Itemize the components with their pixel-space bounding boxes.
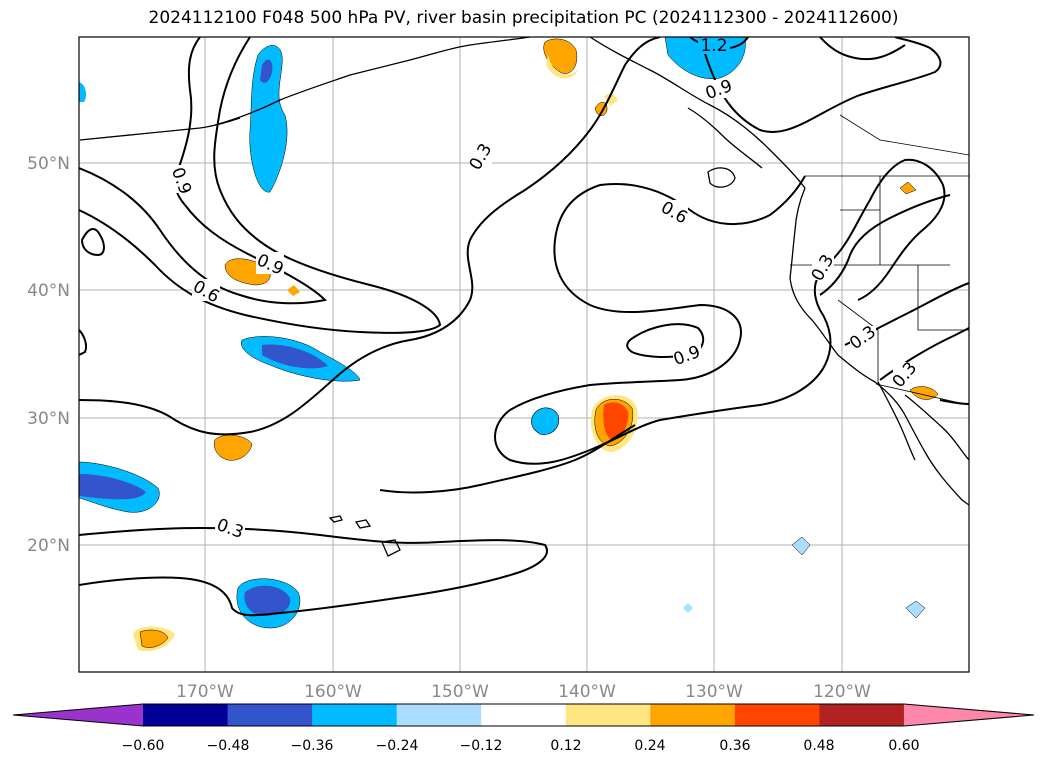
pv-contour-mid-east <box>819 194 951 296</box>
map-title: 2024112100 F048 500 hPa PV, river basin … <box>148 8 899 28</box>
coastline-baja <box>877 381 916 461</box>
cbar-tick-label-1: −0.60 <box>122 738 165 754</box>
colorbar-segment <box>650 704 736 726</box>
coastline-aleutians <box>79 117 241 141</box>
pos-anomaly-west-30n <box>214 434 253 461</box>
border-canada-province <box>839 114 969 156</box>
pos-anomaly-small-2 <box>604 92 618 106</box>
cbar-tick-label-5: −0.12 <box>460 738 503 754</box>
pv-contour-0.6-loop <box>494 158 946 465</box>
pv-contour-0.3-main <box>79 37 661 436</box>
colorbar-segment <box>143 704 229 726</box>
precip-anomaly-fills <box>79 37 939 652</box>
pv-contour-small-loop-west <box>80 228 105 257</box>
colorbar-segment <box>396 704 482 726</box>
island-hawaii-2 <box>354 519 372 529</box>
lon-label-160w: 160°W <box>304 682 362 702</box>
coastline-alaska-peninsula <box>214 37 531 126</box>
cbar-tick-label-2: −0.48 <box>207 738 250 754</box>
border-state-3 <box>917 265 969 331</box>
lon-label-150w: 150°W <box>431 682 489 702</box>
contour-label-1.2: 1.2 <box>700 36 727 56</box>
coastline-us-west <box>789 187 969 506</box>
colorbar-segment <box>734 704 820 726</box>
pv-contour-0.3-east <box>379 424 636 494</box>
pv-contour-east-top <box>819 37 906 61</box>
colorbar-segment <box>819 704 905 726</box>
island-hawaii-1 <box>328 515 343 523</box>
cbar-tick-label-6: 0.12 <box>550 738 581 754</box>
pos-anomaly-north-coast-inner <box>546 55 578 79</box>
colorbar-extend-high <box>903 704 1034 726</box>
lon-label-120w: 120°W <box>813 682 871 702</box>
lat-label-30n: 30°N <box>27 409 70 429</box>
map-frame <box>78 36 970 673</box>
pv-contour-0.9-northwest <box>79 37 328 305</box>
pv-contour-0.3-south <box>79 526 548 617</box>
lat-label-40n: 40°N <box>27 281 70 301</box>
cbar-tick-label-3: −0.36 <box>291 738 334 754</box>
border-state-5 <box>837 299 879 384</box>
longitude-labels: 170°W 160°W 150°W 140°W 130°W 120°W <box>176 682 871 702</box>
pos-anomaly-mid-west-small <box>287 285 300 296</box>
pos-anomaly-baja <box>909 386 939 400</box>
pv-contour-0.3-southeast-3 <box>939 399 969 405</box>
lat-label-50n: 50°N <box>27 154 70 174</box>
colorbar-tick-labels: −0.60 −0.48 −0.36 −0.24 −0.12 0.12 0.24 … <box>122 738 920 754</box>
colorbar-segment <box>312 704 398 726</box>
island-hawaii-3 <box>381 539 401 557</box>
colorbar <box>12 703 1035 727</box>
pos-anomaly-idaho <box>899 181 917 195</box>
cbar-tick-label-9: 0.48 <box>803 738 834 754</box>
pos-anomaly-south-west-core <box>139 629 169 648</box>
neg-anomaly-dot-3 <box>683 603 693 613</box>
colorbar-segment <box>565 704 651 726</box>
cbar-tick-label-8: 0.36 <box>719 738 750 754</box>
lon-label-130w: 130°W <box>685 682 743 702</box>
coastline-alaska-panhandle <box>589 37 806 189</box>
neg-anomaly-west-edge <box>79 82 87 102</box>
neg-anomaly-dot-1 <box>791 536 811 556</box>
neg-anomaly-small-143 <box>531 407 560 435</box>
gridlines <box>79 37 969 672</box>
lon-label-170w: 170°W <box>176 682 234 702</box>
colorbar-outline <box>12 703 1035 727</box>
pv-contours <box>79 37 969 617</box>
island-vancouver-small <box>707 167 736 188</box>
neg-anomaly-west-25n-core <box>79 474 146 500</box>
pos-anomaly-east-30n-core <box>603 402 629 440</box>
cbar-tick-label-10: 0.60 <box>888 738 919 754</box>
neg-anomaly-aleutian <box>249 45 288 193</box>
neg-anomaly-aleutian-core <box>260 59 273 83</box>
coastlines <box>79 37 969 557</box>
colorbar-segment <box>227 704 313 726</box>
coastline-vancouver <box>687 107 763 169</box>
lon-label-140w: 140°W <box>558 682 616 702</box>
neg-anomaly-south-core <box>244 585 291 616</box>
contour-labels: 0.3 0.6 0.9 0.9 0.6 0.9 0.3 0.3 0.3 0.3 … <box>167 36 921 543</box>
neg-anomaly-mid-1-core <box>262 344 328 369</box>
coastline-gulf-california <box>904 394 969 461</box>
latitude-labels: 50°N 40°N 30°N 20°N <box>27 154 70 556</box>
pv-contour-0.6-northwest <box>79 37 442 334</box>
cbar-tick-label-4: −0.24 <box>376 738 419 754</box>
colorbar-segment <box>481 704 567 726</box>
neg-anomaly-dot-2 <box>905 600 926 619</box>
cbar-tick-label-7: 0.24 <box>634 738 665 754</box>
colorbar-extend-low <box>13 704 143 726</box>
pos-anomaly-north-coast <box>543 38 578 74</box>
lat-label-20n: 20°N <box>27 536 70 556</box>
pv-contour-small-loop-west-2 <box>79 329 88 356</box>
